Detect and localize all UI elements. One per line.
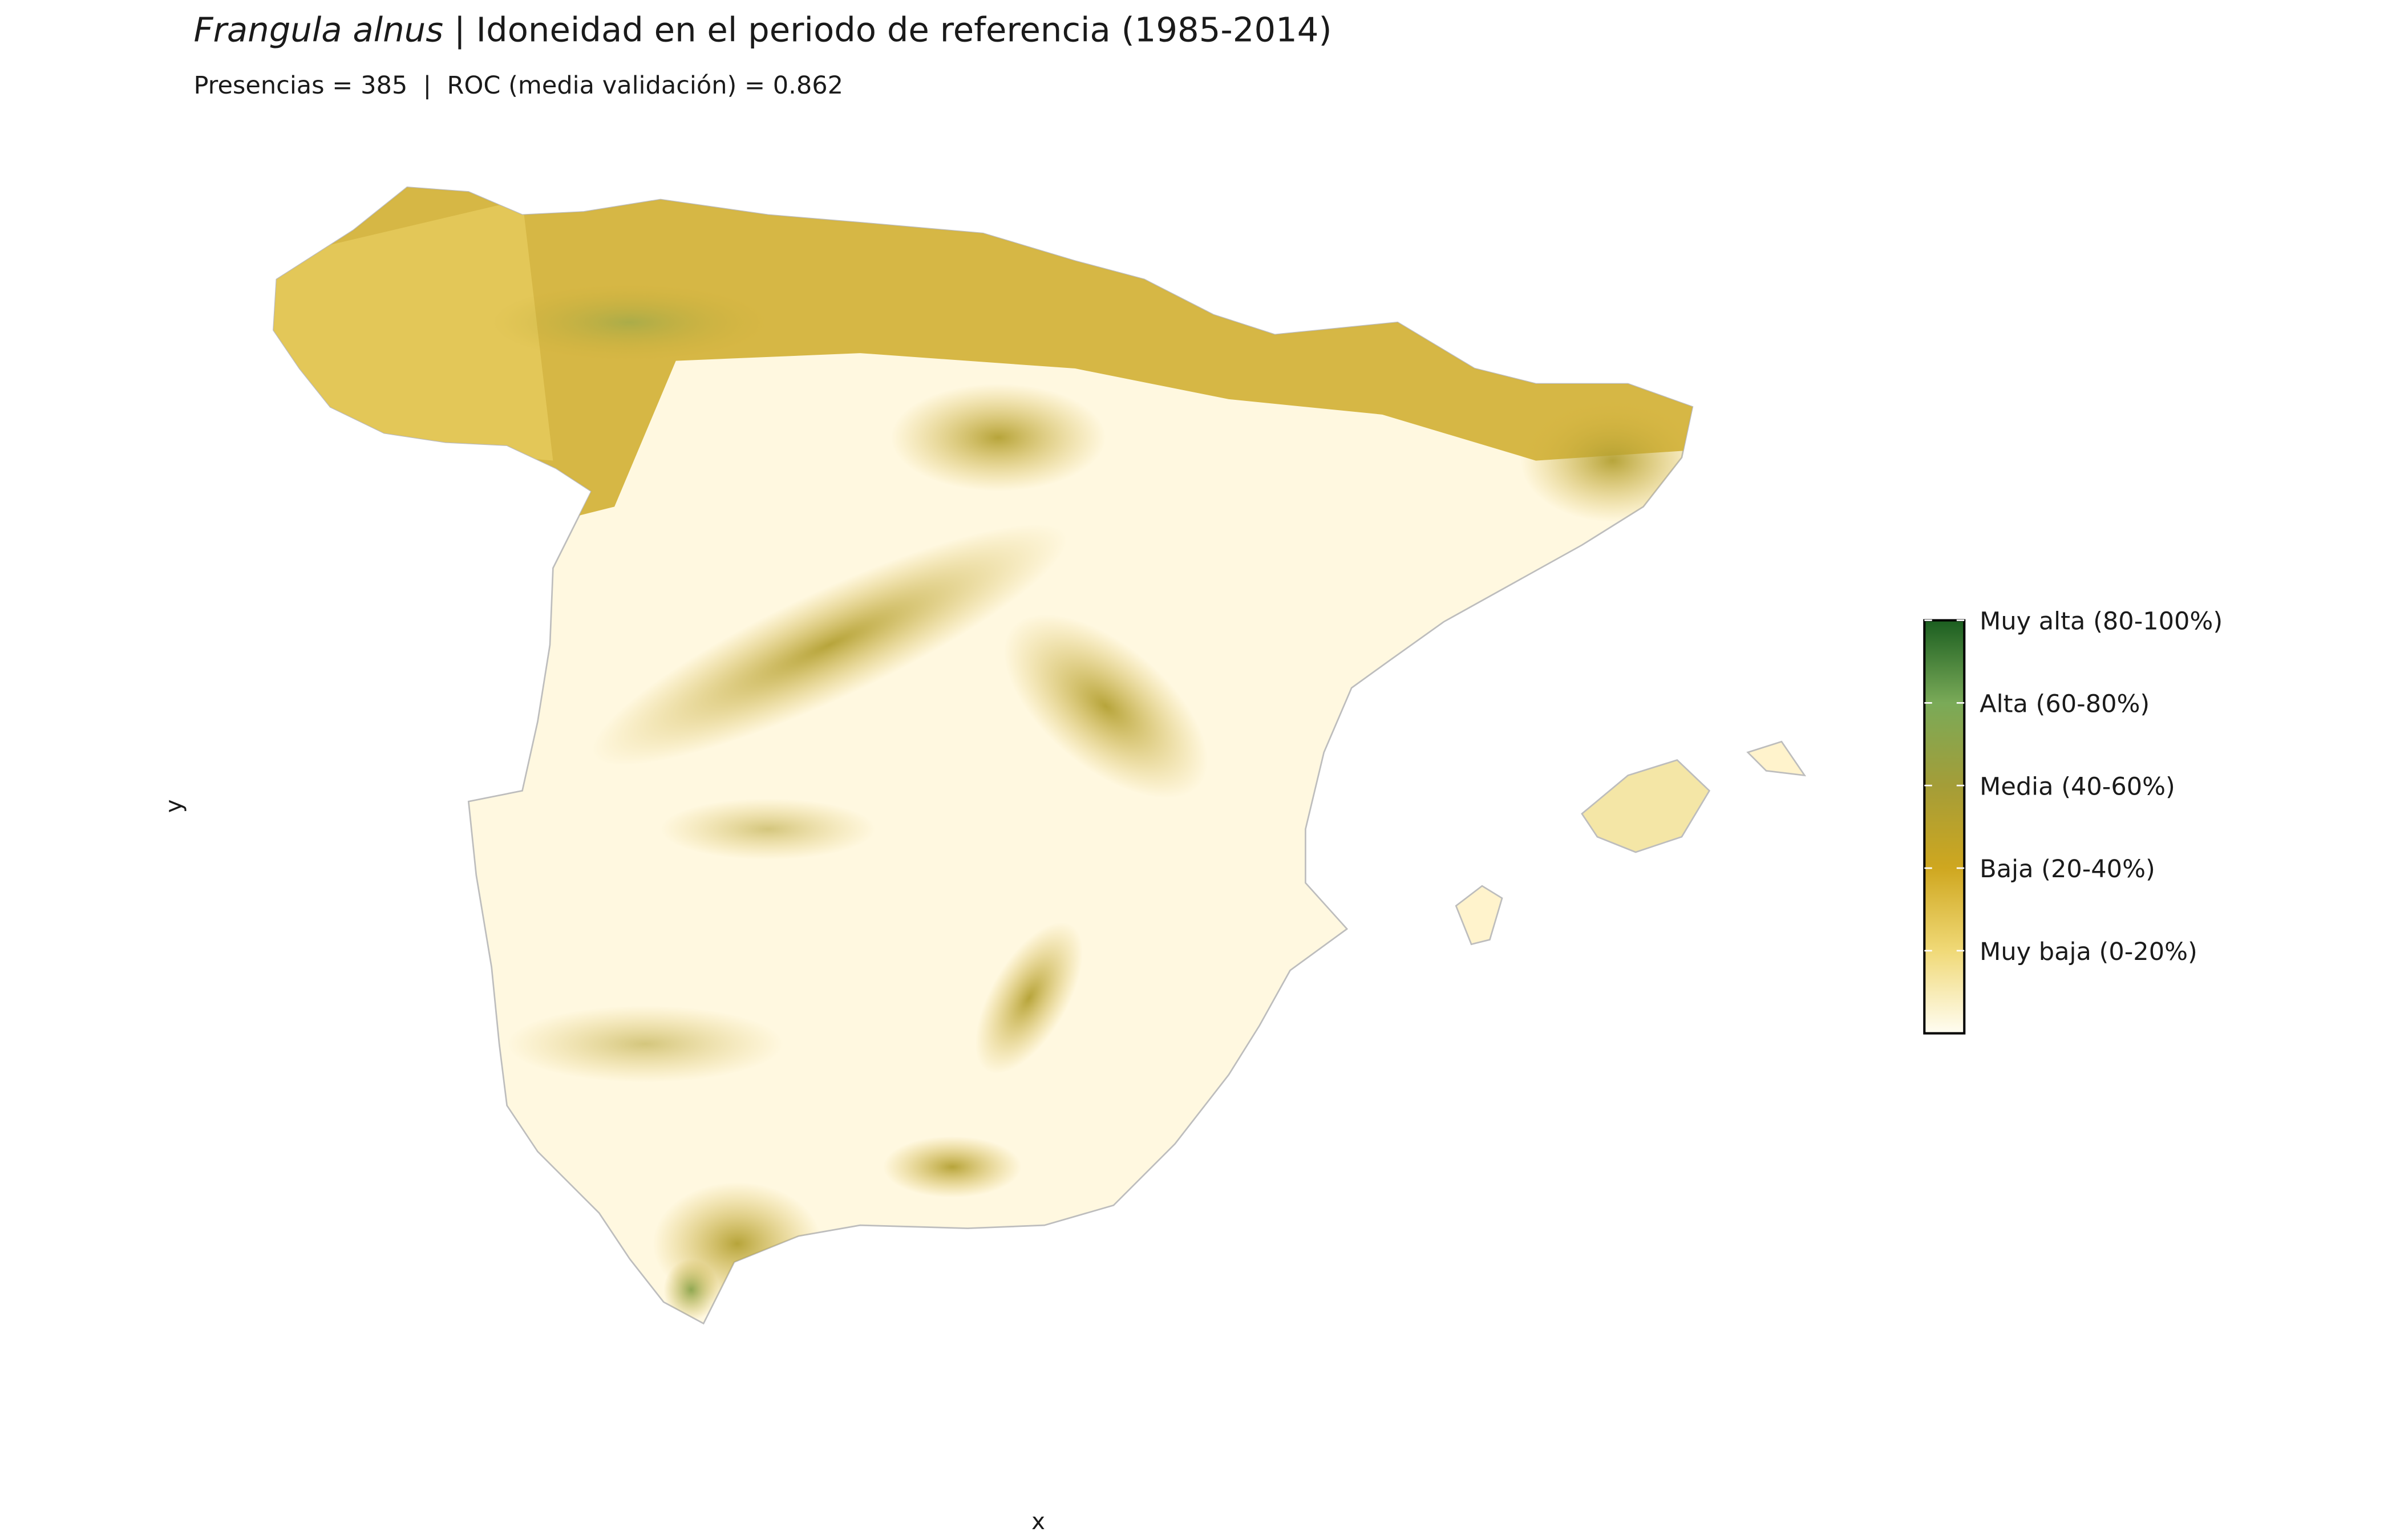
toledo xyxy=(660,798,876,860)
aljibe xyxy=(663,1259,719,1321)
morena xyxy=(507,1006,784,1083)
cazorla xyxy=(975,922,1083,1074)
catalonia xyxy=(1520,399,1693,522)
x-axis-label: x xyxy=(1031,1508,1045,1535)
suitability-map xyxy=(273,187,1807,1325)
legend-label: Baja (20-40%) xyxy=(1980,855,2155,884)
nevada xyxy=(883,1136,1022,1198)
title-species: Frangula alnus xyxy=(193,10,443,50)
iberico-south xyxy=(1003,614,1208,799)
legend-label: Muy baja (0-20%) xyxy=(1980,938,2197,966)
legend-colorbar xyxy=(1923,619,1966,1035)
map-subtitle: Presencias = 385 | ROC (media validación… xyxy=(193,71,843,100)
mallorca xyxy=(1581,759,1711,853)
cantabria xyxy=(491,284,768,361)
legend: Muy alta (80-100%) Alta (60-80%) Media (40… xyxy=(1923,607,2223,1035)
y-axis-label: y xyxy=(160,799,187,813)
central-system xyxy=(592,524,1067,766)
iberico-north xyxy=(891,383,1106,492)
galicia xyxy=(273,199,553,461)
menorca xyxy=(1746,740,1807,777)
ibiza xyxy=(1455,885,1503,946)
legend-label: Alta (60-80%) xyxy=(1980,690,2150,719)
legend-label: Muy alta (80-100%) xyxy=(1980,607,2223,636)
title-rest: | Idoneidad en el periodo de referencia … xyxy=(443,10,1332,50)
map-title: Frangula alnus | Idoneidad en el periodo… xyxy=(193,10,1331,50)
legend-label: Media (40-60%) xyxy=(1980,772,2175,801)
